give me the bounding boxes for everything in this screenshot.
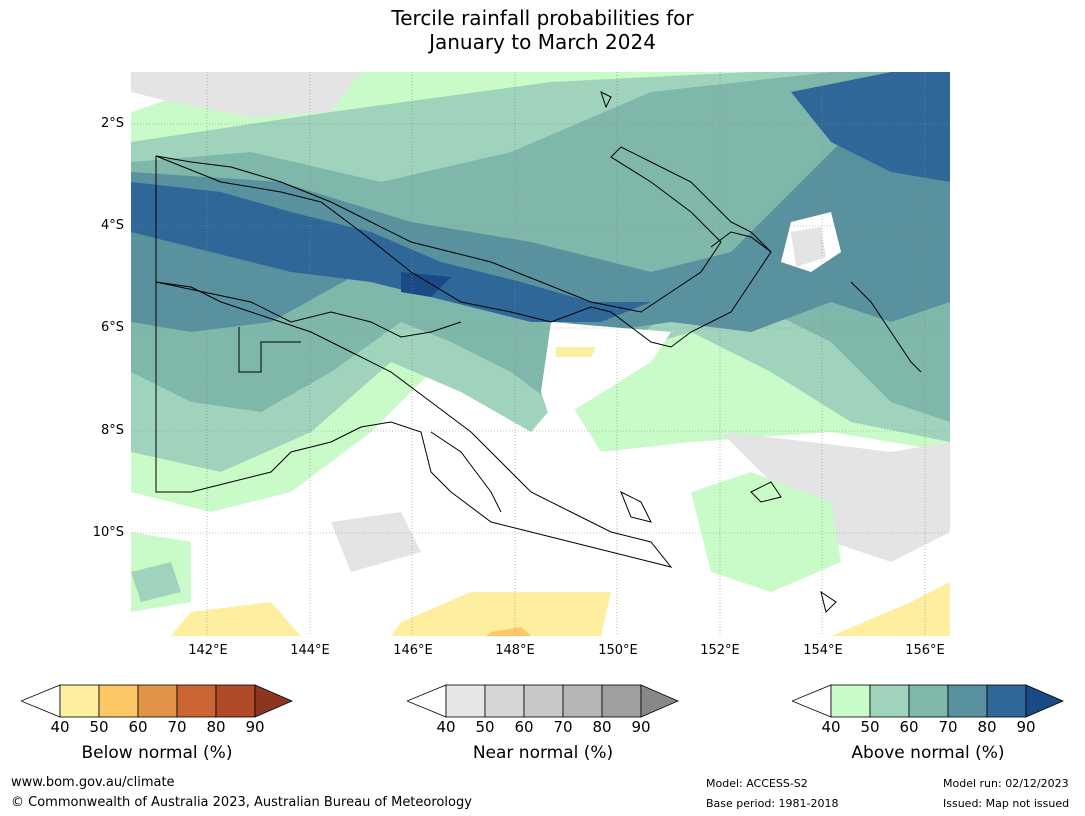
lon-label-156e: 156°E [905,643,945,658]
near-tick-80: 80 [592,718,612,736]
colorbar-2-segment-0 [792,684,832,718]
lat-label-2s: 2°S [100,116,124,131]
above-tick-50: 50 [860,718,880,736]
colorbar-2-segment-6 [1025,684,1064,718]
colorbar-1-segment-3 [523,684,564,718]
colorbar-2-segment-1 [830,684,871,718]
below-tick-70: 70 [167,718,187,736]
below-tick-50: 50 [89,718,109,736]
map-title: Tercile rainfall probabilities for Janua… [0,6,1085,54]
title-line-1: Tercile rainfall probabilities for [391,6,694,30]
base-period-text: Base period: 1981-2018 [706,797,839,810]
title-line-2: January to March 2024 [429,30,656,54]
above-tick-40: 40 [821,718,841,736]
lon-label-154e: 154°E [803,643,843,658]
below-tick-40: 40 [50,718,70,736]
colorbar-0-segment-4 [176,684,217,718]
colorbar-below-title: Below normal (%) [81,743,233,763]
lon-label-144e: 144°E [290,643,330,658]
colorbar-2-segment-2 [869,684,910,718]
colorbar-0-segment-5 [215,684,256,718]
lat-label-10s: 10°S [92,525,124,540]
below-tick-90: 90 [245,718,265,736]
colorbar-1-segment-1 [445,684,486,718]
above-tick-80: 80 [977,718,997,736]
model-run-text: Model run: 02/12/2023 [943,777,1069,790]
lon-label-146e: 146°E [393,643,433,658]
near-tick-70: 70 [553,718,573,736]
copyright-text: © Commonwealth of Australia 2023, Austra… [11,795,472,810]
colorbar-0-segment-6 [254,684,293,718]
lat-label-4s: 4°S [100,218,124,233]
issued-text: Issued: Map not issued [943,797,1070,810]
below-tick-60: 60 [128,718,148,736]
colorbar-above-normal [792,684,1064,718]
lat-label-8s: 8°S [100,423,124,438]
colorbar-1-segment-2 [484,684,525,718]
website-link[interactable]: www.bom.gov.au/climate [11,775,175,790]
near-tick-50: 50 [475,718,495,736]
colorbar-0-segment-2 [98,684,139,718]
colorbar-2-segment-5 [986,684,1027,718]
colorbar-1-segment-4 [562,684,603,718]
rainfall-probability-map [131,72,950,636]
colorbar-near-title: Near normal (%) [472,743,614,763]
colorbar-1-segment-5 [601,684,642,718]
colorbar-1-segment-6 [640,684,679,718]
colorbar-near-normal [407,684,679,718]
near-tick-40: 40 [436,718,456,736]
below-tick-80: 80 [206,718,226,736]
colorbar-below-normal [21,684,293,718]
above-tick-90: 90 [1016,718,1036,736]
lon-label-142e: 142°E [188,643,228,658]
above-tick-70: 70 [938,718,958,736]
near-tick-60: 60 [514,718,534,736]
lon-label-148e: 148°E [495,643,535,658]
lat-label-6s: 6°S [100,320,124,335]
colorbar-above-title: Above normal (%) [851,743,1005,763]
colorbar-0-segment-0 [21,684,61,718]
colorbar-2-segment-4 [947,684,988,718]
lon-label-152e: 152°E [700,643,740,658]
colorbar-0-segment-1 [59,684,100,718]
map-canvas [131,72,950,636]
model-text: Model: ACCESS-S2 [706,777,808,790]
colorbar-0-segment-3 [137,684,178,718]
lon-label-150e: 150°E [598,643,638,658]
above-tick-60: 60 [899,718,919,736]
colorbar-1-segment-0 [407,684,447,718]
colorbar-2-segment-3 [908,684,949,718]
near-tick-90: 90 [631,718,651,736]
